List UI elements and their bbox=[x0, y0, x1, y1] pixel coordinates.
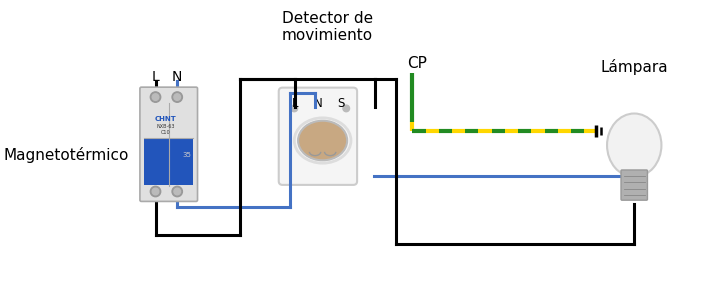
Text: CP: CP bbox=[407, 56, 428, 71]
Text: Detector de
movimiento: Detector de movimiento bbox=[282, 11, 373, 43]
Text: Lámpara: Lámpara bbox=[600, 59, 668, 75]
Text: NXB-63
C10: NXB-63 C10 bbox=[157, 124, 175, 135]
Circle shape bbox=[150, 186, 161, 197]
Text: Magnetotérmico: Magnetotérmico bbox=[3, 147, 128, 163]
Text: CHNT: CHNT bbox=[155, 116, 176, 122]
Circle shape bbox=[172, 186, 182, 197]
Text: N: N bbox=[172, 70, 182, 84]
FancyBboxPatch shape bbox=[621, 170, 647, 200]
Ellipse shape bbox=[298, 121, 347, 160]
FancyBboxPatch shape bbox=[279, 88, 357, 185]
Text: N: N bbox=[313, 97, 323, 110]
Circle shape bbox=[150, 92, 161, 102]
Text: L: L bbox=[152, 70, 160, 84]
Circle shape bbox=[343, 105, 349, 112]
Text: 35: 35 bbox=[182, 152, 191, 158]
Text: L: L bbox=[292, 97, 299, 110]
Circle shape bbox=[152, 188, 159, 195]
FancyBboxPatch shape bbox=[140, 87, 198, 201]
Ellipse shape bbox=[607, 114, 662, 177]
Circle shape bbox=[174, 94, 181, 100]
Circle shape bbox=[174, 188, 181, 195]
Text: S: S bbox=[337, 97, 345, 110]
Circle shape bbox=[152, 94, 159, 100]
Circle shape bbox=[172, 92, 182, 102]
Circle shape bbox=[291, 105, 298, 112]
Bar bbox=[144, 138, 193, 185]
